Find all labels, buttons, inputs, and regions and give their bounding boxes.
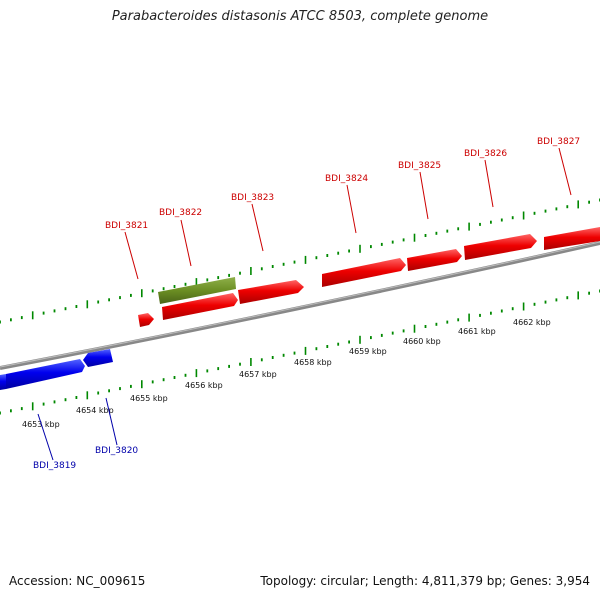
gene-labels: BDI_3821 BDI_3822 BDI_3823 BDI_3824 BDI_… [33,137,580,471]
gene-label-BDI_3824[interactable]: BDI_3824 [325,174,368,184]
forward-leader-lines [124,147,572,280]
scale-label: 4653 kbp [22,420,60,429]
genome-backbone [0,241,600,370]
scale-label: 4658 kbp [294,358,332,367]
gene-arrow-BDI_3823-part1[interactable] [162,293,238,320]
gene-label-BDI_3822[interactable]: BDI_3822 [159,208,202,218]
scale-label: 4660 kbp [403,337,441,346]
gene-arrow-BDI_3820[interactable] [83,349,113,367]
scale-labels: 4653 kbp 4654 kbp 4655 kbp 4656 kbp 4657… [22,318,551,429]
gene-arrow-BDI_3822[interactable] [158,277,236,304]
gene-label-BDI_3823[interactable]: BDI_3823 [231,193,274,203]
gene-label-BDI_3827[interactable]: BDI_3827 [537,137,580,147]
gene-label-BDI_3819[interactable]: BDI_3819 [33,461,76,471]
scale-label: 4654 kbp [76,406,114,415]
scale-label: 4662 kbp [513,318,551,327]
gene-arrow-BDI_3821[interactable] [138,313,154,327]
inner-tick-track [0,289,600,415]
outer-tick-track [0,198,600,324]
scale-label: 4656 kbp [185,381,223,390]
gene-label-BDI_3826[interactable]: BDI_3826 [464,149,507,159]
gene-arrow-BDI_3827[interactable] [544,227,600,250]
gene-arrow-BDI_3823[interactable] [238,280,304,304]
genome-backbone-highlight [0,241,600,368]
gene-arrow-BDI_3825[interactable] [407,249,462,271]
accession-label: Accession: NC_009615 [9,574,146,588]
reverse-leader-lines [37,397,118,461]
gene-arrow-BDI_3819-left [0,374,6,390]
map-title: Parabacteroides distasonis ATCC 8503, co… [111,9,489,24]
scale-label: 4661 kbp [458,327,496,336]
gene-label-BDI_3820[interactable]: BDI_3820 [95,446,138,456]
gene-arrow-BDI_3824[interactable] [322,258,406,287]
gene-arrow-BDI_3826[interactable] [464,234,537,260]
scale-label: 4659 kbp [349,347,387,356]
topology-summary: Topology: circular; Length: 4,811,379 bp… [260,574,590,588]
gene-arrow-BDI_3819[interactable] [0,359,85,389]
scale-label: 4655 kbp [130,394,168,403]
scale-label: 4657 kbp [239,370,277,379]
gene-label-BDI_3821[interactable]: BDI_3821 [105,221,148,231]
gene-label-BDI_3825[interactable]: BDI_3825 [398,161,441,171]
